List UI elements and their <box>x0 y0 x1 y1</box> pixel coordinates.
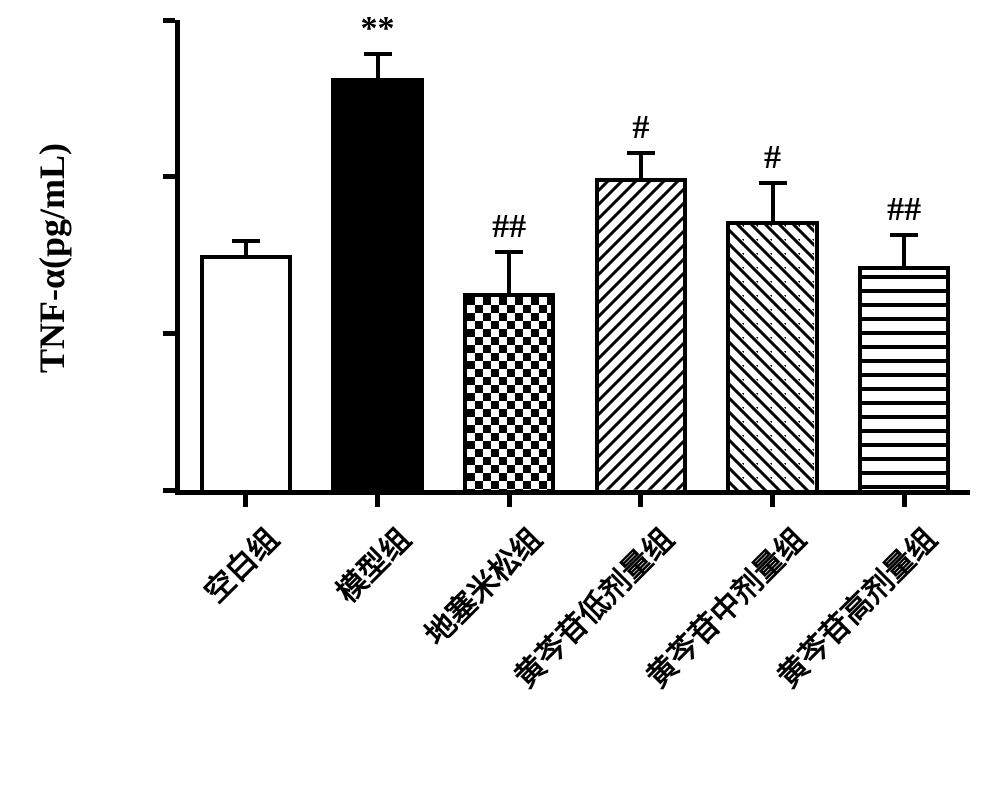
y-axis-label: TNF-α(pg/mL) <box>31 78 73 438</box>
error-bar-cap <box>627 151 655 155</box>
bar <box>331 78 423 490</box>
y-tick <box>163 488 175 493</box>
x-tick <box>243 495 248 507</box>
y-tick <box>163 18 175 23</box>
error-bar-cap <box>890 233 918 237</box>
significance-annotation: ## <box>887 191 921 229</box>
y-axis-line <box>175 20 180 495</box>
bar <box>726 221 818 490</box>
bar <box>595 178 687 490</box>
significance-annotation: # <box>632 109 649 147</box>
significance-annotation: ## <box>492 208 526 246</box>
bar <box>200 255 292 490</box>
error-bar-cap <box>495 250 523 254</box>
y-tick <box>163 331 175 336</box>
y-tick <box>163 174 175 179</box>
bar <box>858 266 950 490</box>
x-tick <box>770 495 775 507</box>
error-bar-cap <box>759 181 787 185</box>
error-bar-cap <box>364 52 392 56</box>
error-bar <box>902 235 906 266</box>
x-tick <box>375 495 380 507</box>
x-axis-line <box>178 490 971 495</box>
x-tick <box>638 495 643 507</box>
error-bar <box>244 241 248 255</box>
x-tick <box>507 495 512 507</box>
significance-annotation: # <box>764 139 781 177</box>
error-bar <box>507 252 511 293</box>
significance-annotation: ** <box>361 10 395 48</box>
error-bar <box>639 153 643 178</box>
error-bar-cap <box>232 239 260 243</box>
error-bar <box>376 54 380 78</box>
error-bar <box>771 183 775 221</box>
bar <box>463 293 555 490</box>
x-tick <box>902 495 907 507</box>
